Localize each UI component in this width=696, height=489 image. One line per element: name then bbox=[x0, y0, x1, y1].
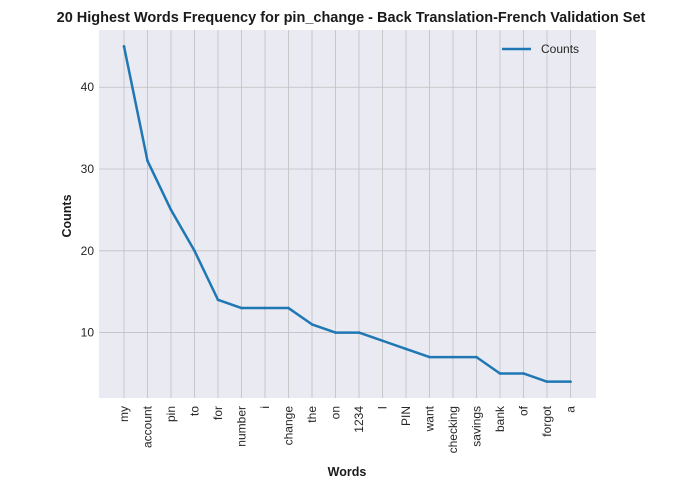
x-tick-label: 1234 bbox=[352, 406, 366, 433]
data-point bbox=[122, 45, 126, 48]
plot-area bbox=[99, 30, 596, 398]
x-tick-label: my bbox=[117, 406, 131, 422]
y-tick-label: 40 bbox=[81, 80, 95, 94]
data-point bbox=[263, 306, 267, 310]
y-tick-labels: 10 20 30 40 bbox=[81, 80, 95, 339]
data-point bbox=[522, 372, 525, 375]
y-tick-label: 20 bbox=[81, 244, 95, 258]
x-tick-label: i bbox=[258, 406, 272, 409]
data-point bbox=[334, 331, 337, 334]
y-axis-label: Counts bbox=[60, 194, 74, 237]
data-point bbox=[169, 208, 173, 212]
data-point bbox=[310, 323, 314, 326]
x-tick-label: to bbox=[188, 406, 202, 416]
x-tick-label: change bbox=[282, 406, 296, 446]
x-tick-label: of bbox=[517, 405, 531, 416]
data-point bbox=[287, 306, 290, 310]
x-tick-label: savings bbox=[470, 406, 484, 447]
data-point bbox=[146, 159, 149, 163]
x-tick-label: I bbox=[376, 406, 390, 409]
data-point bbox=[475, 355, 478, 359]
x-tick-label: want bbox=[423, 405, 437, 432]
data-point bbox=[216, 298, 220, 302]
x-tick-label: for bbox=[211, 406, 225, 420]
data-point bbox=[428, 355, 431, 359]
series-line bbox=[122, 45, 572, 383]
series-layer bbox=[122, 45, 572, 383]
data-point bbox=[381, 339, 384, 343]
x-tick-label: on bbox=[329, 406, 343, 419]
data-point bbox=[545, 380, 549, 383]
x-tick-label: forgot bbox=[540, 405, 554, 436]
x-axis-label: Words bbox=[328, 465, 367, 479]
data-point bbox=[498, 372, 502, 375]
x-tick-label: number bbox=[235, 406, 249, 447]
grid-lines bbox=[99, 30, 596, 398]
data-point bbox=[240, 306, 243, 310]
legend: Counts bbox=[502, 42, 579, 56]
x-tick-label: bank bbox=[493, 405, 507, 432]
x-tick-label: pin bbox=[164, 406, 178, 422]
x-tick-label: the bbox=[305, 406, 319, 423]
x-tick-label: checking bbox=[446, 406, 460, 453]
legend-label: Counts bbox=[541, 42, 579, 56]
data-point bbox=[357, 331, 361, 334]
x-tick-label: account bbox=[141, 405, 155, 448]
chart-title: 20 Highest Words Frequency for pin_chang… bbox=[57, 10, 646, 26]
data-point bbox=[569, 380, 572, 383]
y-tick-label: 30 bbox=[81, 162, 95, 176]
x-tick-label: PIN bbox=[399, 406, 413, 426]
y-tick-label: 10 bbox=[81, 326, 95, 340]
data-point bbox=[451, 355, 455, 359]
x-tick-label: a bbox=[564, 406, 578, 413]
data-point bbox=[193, 249, 196, 253]
x-tick-labels: my account pin to for number i change the on 1234 I… bbox=[117, 405, 578, 453]
data-point bbox=[404, 347, 408, 351]
